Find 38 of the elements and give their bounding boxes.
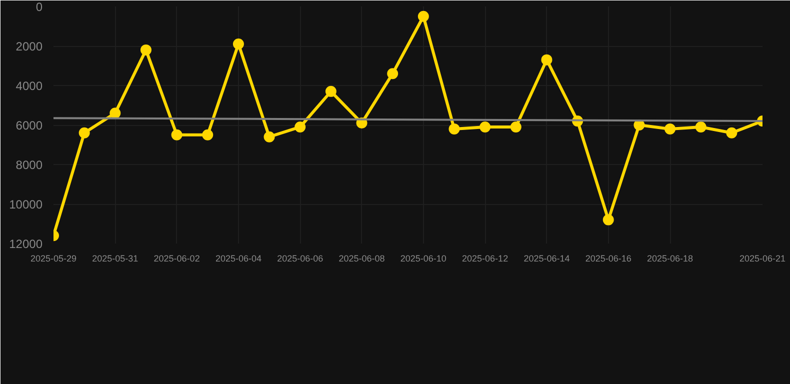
x-tick-label: 2025-06-04 — [215, 254, 262, 264]
y-tick-label: 0 — [36, 0, 43, 14]
x-tick-label: 2025-05-31 — [92, 254, 138, 264]
x-tick-label: 2025-06-06 — [277, 254, 324, 264]
point — [78, 127, 90, 138]
point — [726, 127, 738, 138]
point — [695, 121, 706, 132]
y-tick-label: 4000 — [16, 79, 43, 93]
x-tick-label: 2025-06-12 — [462, 254, 508, 264]
point — [448, 123, 460, 134]
point — [264, 131, 275, 142]
x-tick-label: 2025-06-14 — [524, 254, 570, 264]
y-tick-label: 12000 — [9, 237, 43, 251]
point — [110, 108, 121, 119]
x-tick-label: 2025-06-21 — [739, 254, 786, 264]
y-tick-label: 2000 — [16, 40, 43, 54]
point — [664, 123, 676, 134]
point — [294, 121, 306, 132]
point — [171, 129, 182, 140]
point — [140, 44, 152, 56]
point — [480, 121, 491, 132]
y-tick-label: 8000 — [16, 158, 43, 172]
point — [510, 121, 522, 132]
point — [418, 10, 429, 22]
point — [232, 38, 244, 50]
x-tick-label: 2025-06-02 — [154, 254, 200, 264]
point — [202, 129, 214, 140]
x-tick-label: 2025-06-16 — [585, 254, 632, 264]
y-tick-label: 6000 — [16, 118, 43, 132]
point — [541, 54, 552, 66]
x-tick-label: 2025-06-08 — [338, 254, 385, 264]
x-tick-label: 2025-06-18 — [647, 254, 694, 264]
y-tick-label: 10000 — [9, 198, 43, 212]
point — [602, 214, 614, 226]
point — [387, 68, 398, 80]
x-tick-label: 2025-05-29 — [30, 254, 77, 264]
x-tick-label: 2025-06-10 — [400, 254, 446, 264]
point — [325, 86, 336, 97]
